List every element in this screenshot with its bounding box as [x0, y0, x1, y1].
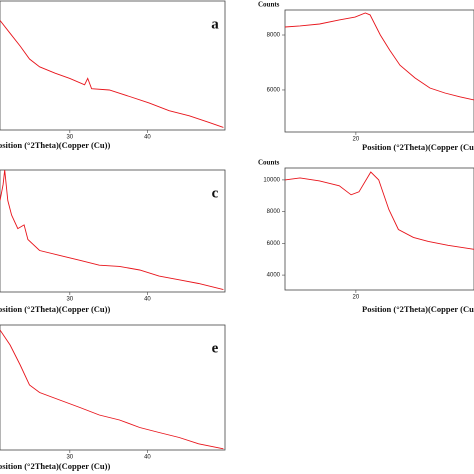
xrd-line: [284, 171, 474, 250]
plot-frame: [284, 167, 474, 291]
plot-frame: [0, 324, 226, 451]
y-tick-label: 4000: [267, 273, 281, 279]
y-axis-label: Counts: [258, 159, 280, 167]
x-axis-label: osition (°2Theta)(Copper (Cu)): [0, 461, 110, 471]
xrd-line: [0, 169, 224, 291]
y-tick-label: 8000: [267, 209, 281, 215]
plot-frame: [0, 0, 226, 131]
panel-letter: c: [212, 185, 219, 201]
x-axis-label: Position (°2Theta)(Copper (Cu: [362, 304, 474, 314]
x-axis-label: osition (°2Theta)(Copper (Cu)): [0, 304, 110, 314]
x-tick-label: 40: [144, 455, 151, 461]
y-tick-label: 10000: [263, 177, 280, 183]
panel-letter: e: [212, 340, 219, 356]
x-tick-label: 30: [66, 135, 73, 141]
xrd-line: [284, 12, 474, 101]
x-tick-label: 20: [353, 137, 360, 143]
xrd-line: [0, 20, 224, 128]
y-tick-label: 8000: [267, 33, 281, 39]
x-tick-label: 20: [353, 295, 360, 301]
panel-letter: a: [211, 16, 219, 32]
xrd-line: [0, 329, 224, 450]
y-axis-label: Counts: [258, 1, 280, 9]
y-tick-label: 6000: [267, 88, 281, 94]
x-tick-label: 30: [66, 455, 73, 461]
x-tick-label: 30: [66, 297, 73, 303]
plot-frame: [284, 9, 474, 133]
x-axis-label: Position (°2Theta)(Copper (Cu: [362, 142, 474, 152]
plot-frame: [0, 169, 226, 293]
x-axis-label: osition (°2Theta)(Copper (Cu)): [0, 140, 110, 150]
x-tick-label: 40: [144, 297, 151, 303]
y-tick-label: 6000: [267, 241, 281, 247]
x-tick-label: 40: [144, 135, 151, 141]
